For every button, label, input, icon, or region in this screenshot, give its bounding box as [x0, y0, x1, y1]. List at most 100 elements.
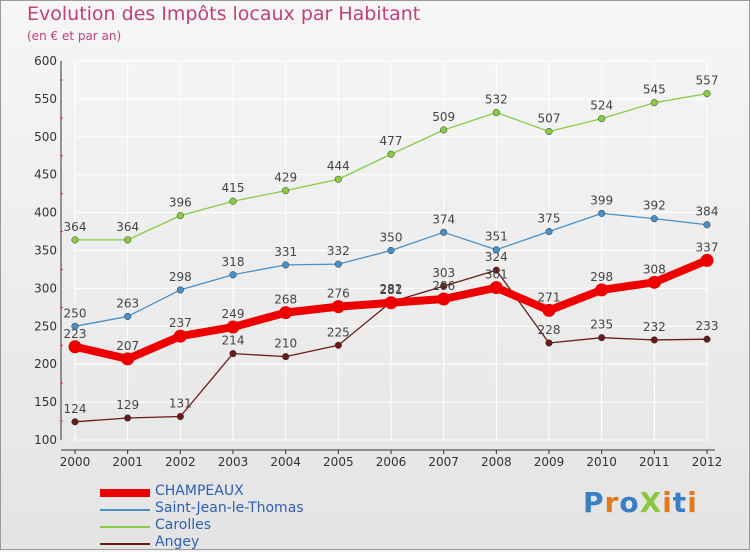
data-label: 271: [538, 290, 561, 304]
data-label: 298: [169, 270, 192, 284]
y-tick-label: 150: [34, 395, 57, 409]
data-label: 268: [274, 293, 297, 307]
data-point: [650, 215, 658, 223]
data-label: 351: [485, 230, 508, 244]
data-point: [282, 187, 290, 195]
data-label: 384: [696, 205, 719, 219]
x-tick-label: 2002: [165, 455, 196, 469]
x-tick-label: 2003: [218, 455, 249, 469]
data-point: [387, 246, 395, 255]
data-label: 129: [116, 398, 139, 412]
data-point: [334, 341, 342, 349]
series-carolles: 364 364 396 415 429 444 477 509 532 507 524 545 557: [64, 74, 719, 244]
data-label: 332: [327, 244, 350, 258]
data-point: [226, 320, 240, 334]
series-saint-jean-le-thomas: 250 263 298 318 331 332 350 374 351 375 399 392 384: [64, 193, 719, 330]
data-point: [492, 266, 500, 274]
data-point: [492, 108, 500, 117]
data-label: 233: [696, 319, 719, 333]
data-point: [647, 275, 661, 289]
data-label: 282: [380, 282, 403, 296]
data-label: 557: [696, 74, 719, 88]
data-point: [703, 221, 711, 229]
data-label: 225: [327, 325, 350, 339]
data-point: [229, 271, 237, 279]
x-tick-label: 2006: [376, 455, 407, 469]
data-point: [124, 236, 132, 244]
data-point: [650, 99, 658, 107]
x-tick-label: 2008: [481, 455, 512, 469]
data-label: 207: [116, 339, 139, 353]
data-label: 303: [432, 266, 455, 280]
data-point: [650, 336, 658, 344]
data-point: [440, 282, 448, 290]
data-point: [598, 334, 606, 342]
legend-swatch: [100, 543, 150, 545]
data-label: 210: [274, 337, 297, 351]
data-point: [279, 306, 293, 320]
legend-label: CHAMPEAUX: [155, 483, 244, 499]
x-tick-label: 2012: [692, 455, 723, 469]
chart-title: Evolution des Impôts locaux par Habitant: [27, 3, 421, 25]
series-champeaux: 223 207 237 249 268 276 281 286 301 271 298 308 337: [64, 240, 719, 366]
data-point: [545, 228, 553, 236]
data-label: 131: [169, 397, 192, 411]
x-tick-label: 2011: [639, 455, 670, 469]
data-label: 228: [538, 323, 561, 337]
data-label: 223: [64, 327, 87, 341]
data-label: 509: [432, 110, 455, 124]
legend-swatch: [100, 509, 150, 511]
chart-subtitle: (en € et par an): [27, 29, 122, 43]
data-point: [229, 350, 237, 358]
data-label: 396: [169, 196, 192, 210]
data-point: [176, 212, 184, 220]
y-tick-label: 350: [34, 244, 57, 258]
data-label: 286: [432, 279, 455, 293]
data-point: [176, 286, 184, 294]
data-point: [71, 418, 79, 426]
data-point: [71, 322, 79, 330]
data-point: [598, 115, 606, 123]
proxiti-logo: ProXiti: [583, 486, 698, 519]
data-point: [124, 414, 132, 422]
data-point: [173, 329, 187, 343]
data-label: 232: [643, 320, 666, 334]
y-tick-label: 600: [34, 54, 57, 68]
data-label: 276: [327, 287, 350, 301]
x-tick-label: 2004: [270, 455, 301, 469]
data-point: [121, 352, 135, 366]
data-point: [542, 303, 556, 317]
data-label: 364: [116, 220, 139, 234]
data-label: 235: [590, 318, 613, 332]
y-tick-label: 300: [34, 281, 57, 295]
data-label: 444: [327, 159, 350, 173]
legend-swatch: [100, 526, 150, 528]
data-label: 532: [485, 93, 508, 107]
data-point: [545, 339, 553, 347]
data-point: [282, 353, 290, 361]
data-point: [229, 197, 237, 205]
data-label: 524: [590, 99, 613, 113]
x-tick-label: 2000: [60, 455, 91, 469]
data-label: 415: [222, 181, 245, 195]
data-point: [440, 126, 448, 134]
data-label: 399: [590, 193, 613, 207]
data-point: [68, 340, 82, 354]
y-tick-label: 500: [34, 130, 57, 144]
data-point: [331, 300, 345, 314]
data-label: 298: [590, 270, 613, 284]
data-point: [545, 127, 553, 136]
x-tick-label: 2010: [586, 455, 617, 469]
y-tick-label: 400: [34, 206, 57, 220]
data-label: 392: [643, 199, 666, 213]
data-point: [282, 261, 290, 269]
data-label: 337: [696, 240, 719, 254]
data-point: [384, 296, 398, 310]
data-label: 214: [222, 334, 245, 348]
data-label: 350: [380, 231, 403, 245]
legend-label: Angey: [155, 534, 200, 550]
data-label: 374: [432, 212, 455, 226]
data-point: [440, 228, 448, 236]
data-point: [492, 246, 500, 254]
